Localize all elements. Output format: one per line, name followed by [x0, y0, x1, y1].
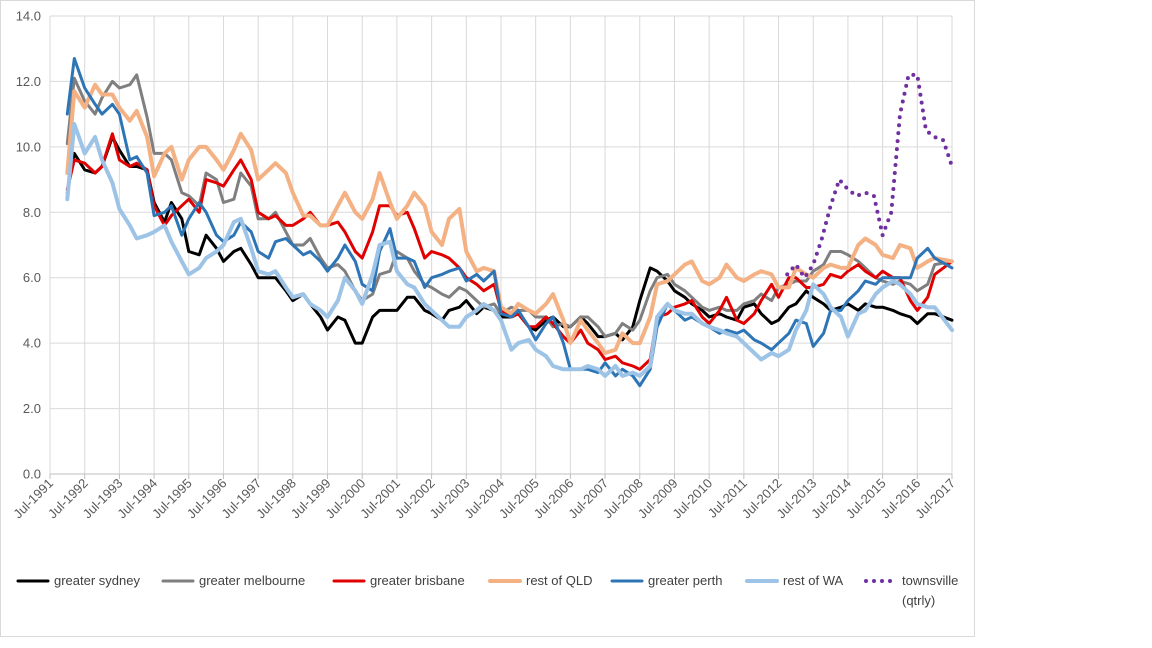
- legend-label: greater sydney: [54, 573, 140, 588]
- y-tick-label: 6.0: [23, 270, 41, 285]
- chart-area: [0, 0, 975, 637]
- series-line-greater-perth: [65, 57, 954, 388]
- legend: greater sydney greater melbourne greater b…: [16, 573, 958, 608]
- y-tick-label: 12.0: [16, 74, 41, 89]
- series-line-townsville-qtrly: [785, 72, 954, 280]
- y-tick-label: 10.0: [16, 139, 41, 154]
- series-lines: [65, 57, 954, 388]
- legend-label: rest of QLD: [526, 573, 592, 588]
- y-tick-label: 2.0: [23, 401, 41, 416]
- axes: 0.02.04.06.08.010.012.014.0Jul-1991Jul-1…: [10, 9, 958, 522]
- y-tick-label: 8.0: [23, 205, 41, 220]
- legend-label: greater brisbane: [370, 573, 465, 588]
- series-line-greater-sydney: [65, 135, 954, 345]
- gridlines: [49, 15, 953, 475]
- legend-label: greater perth: [648, 573, 722, 588]
- legend-label: greater melbourne: [199, 573, 305, 588]
- y-tick-label: 4.0: [23, 336, 41, 351]
- y-tick-label: 14.0: [16, 9, 41, 24]
- series-line-greater-brisbane: [65, 132, 954, 371]
- series-line-rest-of-qld: [65, 82, 954, 355]
- series-line-rest-of-wa: [65, 122, 954, 378]
- y-tick-label: 0.0: [23, 467, 41, 482]
- legend-label: rest of WA: [783, 573, 844, 588]
- legend-label: townsville (qtrly): [902, 573, 958, 608]
